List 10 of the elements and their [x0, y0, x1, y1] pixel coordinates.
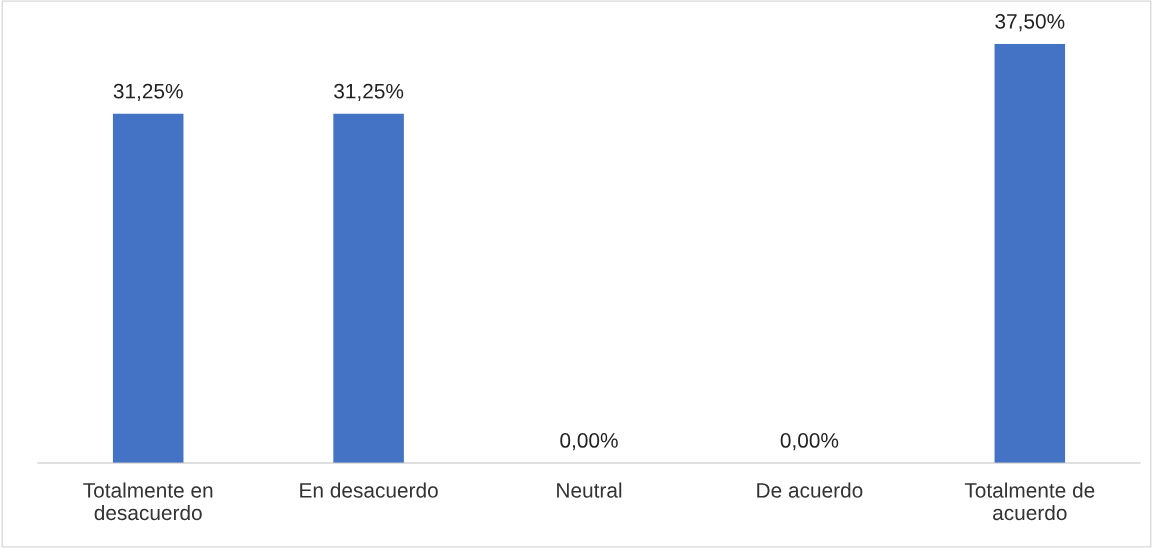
- data-label: 0,00%: [560, 433, 618, 451]
- data-label: 37,50%: [995, 13, 1065, 32]
- x-tick-label: En desacuerdo: [300, 482, 438, 498]
- data-label: 31,25%: [113, 83, 183, 102]
- x-tick-label: Neutral: [557, 482, 622, 498]
- data-label: 31,25%: [334, 83, 404, 102]
- x-tick-label: Totalmente en desacuerdo: [83, 482, 213, 521]
- x-tick-label: Totalmente de acuerdo: [964, 482, 1095, 521]
- x-tick-label: De acuerdo: [757, 482, 863, 498]
- data-label: 0,00%: [780, 433, 839, 451]
